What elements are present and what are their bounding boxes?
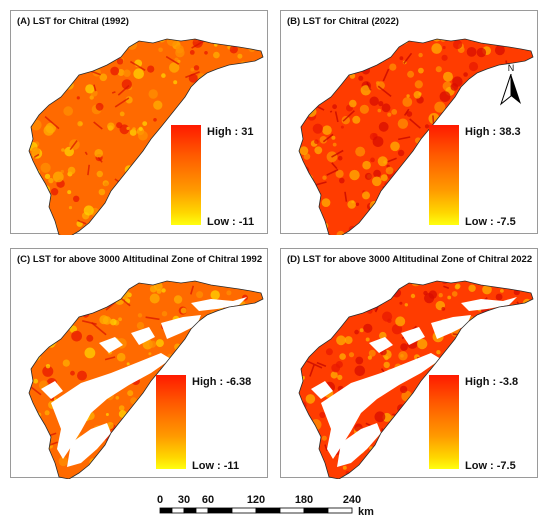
panel-b: (B) LST for Chitral (2022) N High : 38.3… [280,10,538,235]
legend-a: High : 31 Low : -11 [171,125,266,228]
scale-tick-label: 180 [295,494,313,506]
map-chitral-d [298,280,534,479]
white-area-c-6 [131,327,155,345]
panel-title-d: (D) LST for above 3000 Altitudinal Zone … [287,254,533,265]
white-area-d-4 [461,297,517,311]
legend-d: High : -3.8 Low : -7.5 [429,375,536,472]
legend-high-a: High : 31 [207,126,254,138]
white-area-c-0 [51,353,171,459]
white-area-d-6 [401,327,425,345]
scale-segment [195,507,209,514]
map-chitral-b [298,38,534,235]
north-arrow: N [499,63,523,107]
scale-unit-label: km [358,506,374,518]
white-area-c-3 [41,381,63,399]
panel-title-b: (B) LST for Chitral (2022) [287,16,399,27]
white-area-d-3 [311,381,333,399]
legend-high-b: High : 38.3 [465,126,521,138]
scale-tick-label: 30 [178,494,190,506]
map-outline-a [28,38,264,235]
white-area-d-0 [321,353,441,459]
white-area-c-5 [99,337,123,353]
map-outline-d [298,280,534,479]
legend-low-d: Low : -7.5 [465,460,516,472]
map-outline-b [298,38,534,235]
scale-segment [207,507,233,514]
scale-segment [183,507,197,514]
scale-segment [159,507,173,514]
map-outline-c [28,280,264,479]
scale-segment [303,507,329,514]
map-chitral-c [28,280,264,479]
white-area-c-4 [191,297,247,311]
north-arrow-icon [499,74,521,106]
legend-low-a: Low : -11 [207,216,255,228]
scale-segment [327,507,353,514]
scale-tick-label: 240 [343,494,361,506]
legend-low-c: Low : -11 [192,460,240,472]
scale-tick-label: 60 [202,494,214,506]
legend-high-d: High : -3.8 [465,376,519,388]
scale-tick-label: 0 [157,494,163,506]
legend-c: High : -6.38 Low : -11 [156,375,268,472]
white-area-d-1 [337,423,381,467]
panel-title-c: (C) LST for above 3000 Altitudinal Zone … [17,254,263,265]
scale-segment [171,507,185,514]
panel-d: (D) LST for above 3000 Altitudinal Zone … [280,248,538,479]
white-area-c-1 [67,423,111,467]
panel-title-a: (A) LST for Chitral (1992) [17,16,129,27]
legend-gradient-c [156,375,186,469]
scale-segment [231,507,257,514]
scale-segment [279,507,305,514]
legend-gradient-b [429,125,459,225]
panel-c: (C) LST for above 3000 Altitudinal Zone … [10,248,268,479]
legend-gradient-a [171,125,201,225]
legend-high-c: High : -6.38 [192,376,252,388]
scale-tick-label: 120 [247,494,265,506]
white-area-d-5 [369,337,393,353]
panel-a: (A) LST for Chitral (1992) High : 31 Low… [10,10,268,235]
scale-segment [255,507,281,514]
legend-gradient-d [429,375,459,469]
north-label: N [507,63,515,73]
white-area-d-2 [431,315,471,339]
legend-b: High : 38.3 Low : -7.5 [429,125,536,228]
white-area-c-2 [161,315,201,339]
legend-low-b: Low : -7.5 [465,216,516,228]
